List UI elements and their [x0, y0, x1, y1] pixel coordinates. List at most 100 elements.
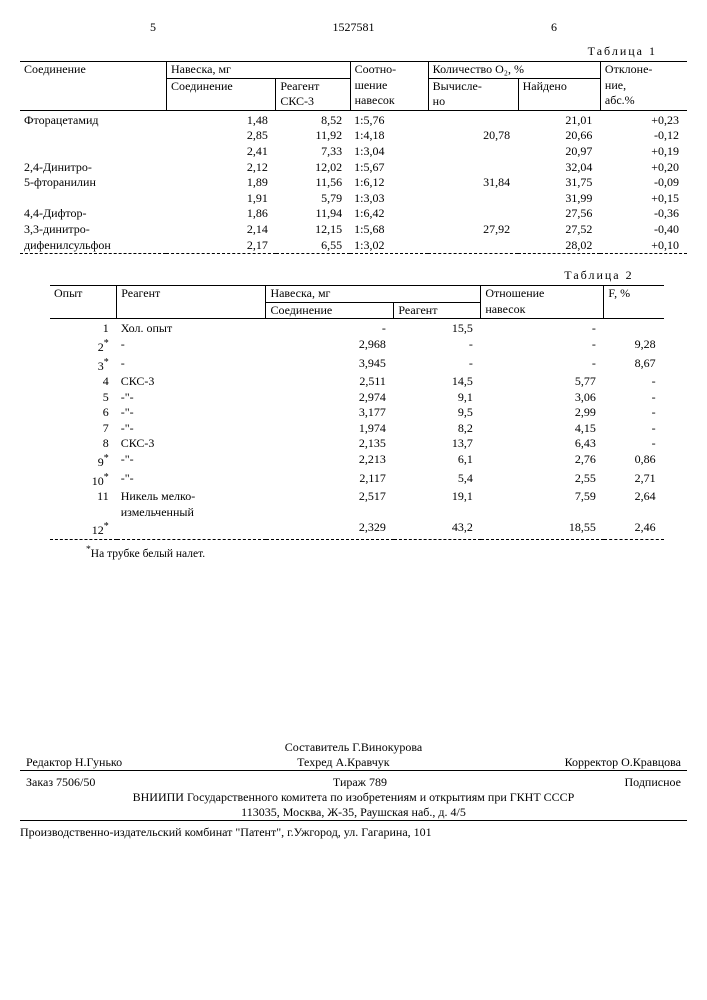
cell-r: 13,7 [394, 436, 481, 452]
cell-dev: +0,15 [600, 191, 687, 207]
cell-c: 2,14 [166, 222, 275, 238]
cell-found: 20,97 [518, 144, 600, 160]
page-header: 5 1527581 6 [20, 20, 687, 40]
cell-c: 1,86 [166, 206, 275, 222]
cell-r: 14,5 [394, 374, 481, 390]
cell-r: 9,1 [394, 390, 481, 406]
cell-f [604, 321, 664, 337]
page-number-left: 5 [150, 20, 156, 35]
cell-reagent: - [117, 356, 266, 375]
cell-found: 28,02 [518, 238, 600, 254]
table-row: 3*-3,945--8,67 [50, 356, 664, 375]
cell-dev: -0,12 [600, 128, 687, 144]
cell-r: 11,92 [276, 128, 350, 144]
cell-ratio: 1:5,67 [350, 160, 428, 176]
cell-ratio: - [481, 356, 604, 375]
table-row: 10*-"-2,1175,42,552,71 [50, 471, 664, 490]
table-1: Соединение Навеска, мг Соотно- шение нав… [20, 61, 687, 254]
cell-compound: 4,4-Дифтор- [20, 206, 166, 222]
page-footer: Составитель Г.Винокурова Редактор Н.Гунь… [20, 740, 687, 840]
cell-found: 21,01 [518, 113, 600, 129]
table2-caption: Таблица 2 [50, 268, 664, 283]
cell-dev: +0,10 [600, 238, 687, 254]
cell-c: 2,329 [266, 520, 394, 539]
t2-h-ratio: Отношение навесок [481, 286, 604, 319]
cell-c: 2,135 [266, 436, 394, 452]
t1-h-calc: Вычисле- но [428, 78, 518, 110]
cell-compound: 5-фторанилин [20, 175, 166, 191]
table-row: 5-фторанилин1,8911,561:6,1231,8431,75-0,… [20, 175, 687, 191]
cell-c: 2,117 [266, 471, 394, 490]
cell-reagent: СКС-3 [117, 374, 266, 390]
table-row: 1Хол. опыт-15,5- [50, 321, 664, 337]
cell-found: 31,99 [518, 191, 600, 207]
cell-c: - [266, 321, 394, 337]
cell-dev: -0,36 [600, 206, 687, 222]
cell-ratio: 1:6,12 [350, 175, 428, 191]
cell-reagent: - [117, 337, 266, 356]
cell-f: - [604, 436, 664, 452]
cell-calc: 20,78 [428, 128, 518, 144]
cell-calc: 31,84 [428, 175, 518, 191]
cell-exp: 10* [50, 471, 117, 490]
table-row: 9*-"-2,2136,12,760,86 [50, 452, 664, 471]
cell-calc [428, 144, 518, 160]
cell-ratio: 3,06 [481, 390, 604, 406]
t1-h-dev: Отклоне- ние, абс.% [600, 62, 687, 111]
cell-reagent: измельченный [117, 505, 266, 521]
table-row: 2,8511,921:4,1820,7820,66-0,12 [20, 128, 687, 144]
t1-h-qty: Количество O₂, % [428, 62, 600, 79]
cell-ratio: - [481, 321, 604, 337]
table-row: 5-"-2,9749,13,06- [50, 390, 664, 406]
cell-ratio: 5,77 [481, 374, 604, 390]
table-row: 2,4-Динитро-2,1212,021:5,6732,04+0,20 [20, 160, 687, 176]
table-row: 8СКС-32,13513,76,43- [50, 436, 664, 452]
cell-reagent: -"- [117, 471, 266, 490]
table-row: дифенилсульфон2,176,551:3,0228,02+0,10 [20, 238, 687, 254]
cell-exp: 5 [50, 390, 117, 406]
cell-f: - [604, 390, 664, 406]
cell-r: 43,2 [394, 520, 481, 539]
cell-ratio: 2,76 [481, 452, 604, 471]
cell-r: 19,1 [394, 489, 481, 505]
t2-h-reagent: Реагент [117, 286, 266, 319]
cell-exp: 9* [50, 452, 117, 471]
t2-h-f: F, % [604, 286, 664, 319]
cell-reagent [117, 520, 266, 539]
cell-r: 9,5 [394, 405, 481, 421]
cell-f: - [604, 405, 664, 421]
cell-ratio: 1:5,76 [350, 113, 428, 129]
table-row: 4СКС-32,51114,55,77- [50, 374, 664, 390]
cell-r: 7,33 [276, 144, 350, 160]
table-2: Опыт Реагент Навеска, мг Отношение навес… [50, 285, 664, 540]
cell-c: 2,85 [166, 128, 275, 144]
cell-ratio: 2,55 [481, 471, 604, 490]
cell-ratio: 6,43 [481, 436, 604, 452]
cell-dev: -0,09 [600, 175, 687, 191]
cell-calc [428, 113, 518, 129]
t1-h-found: Найдено [518, 78, 600, 110]
cell-c: 2,974 [266, 390, 394, 406]
cell-r: - [394, 356, 481, 375]
cell-compound [20, 128, 166, 144]
table-row: измельченный [50, 505, 664, 521]
cell-c: 3,177 [266, 405, 394, 421]
cell-r: 6,55 [276, 238, 350, 254]
cell-exp: 12* [50, 520, 117, 539]
cell-r: 12,02 [276, 160, 350, 176]
cell-c: 1,89 [166, 175, 275, 191]
cell-reagent: -"- [117, 452, 266, 471]
table1-caption: Таблица 1 [20, 44, 687, 59]
cell-ratio [481, 505, 604, 521]
table-row: 2*-2,968--9,28 [50, 337, 664, 356]
cell-c: 2,517 [266, 489, 394, 505]
cell-r: 11,56 [276, 175, 350, 191]
cell-calc [428, 238, 518, 254]
cell-f: 2,64 [604, 489, 664, 505]
cell-calc [428, 160, 518, 176]
cell-reagent: Никель мелко- [117, 489, 266, 505]
t1-h-ratio: Соотно- шение навесок [350, 62, 428, 111]
table-row: 2,417,331:3,0420,97+0,19 [20, 144, 687, 160]
cell-found: 27,52 [518, 222, 600, 238]
cell-f: - [604, 374, 664, 390]
